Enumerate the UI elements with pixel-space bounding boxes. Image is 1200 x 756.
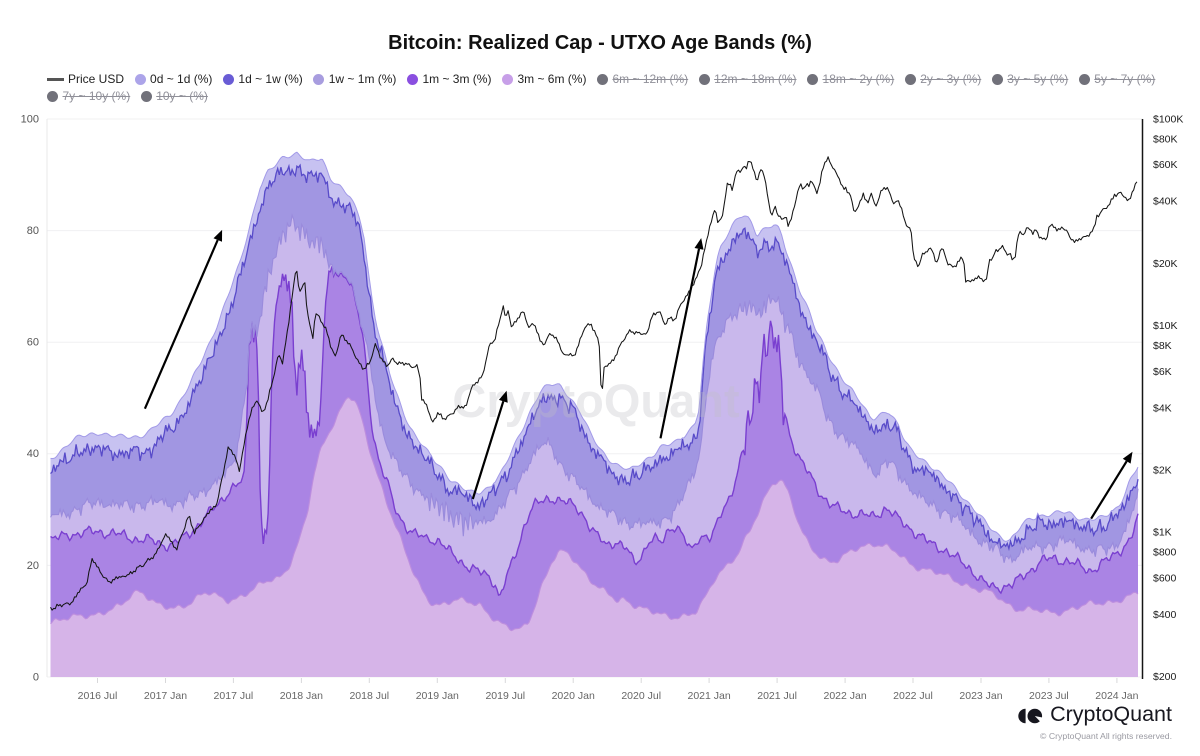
svg-text:2020 Jul: 2020 Jul — [621, 690, 661, 702]
svg-text:$1K: $1K — [1153, 527, 1172, 539]
svg-text:2019 Jan: 2019 Jan — [416, 690, 459, 702]
svg-text:2017 Jan: 2017 Jan — [144, 690, 187, 702]
svg-text:2020 Jan: 2020 Jan — [552, 690, 595, 702]
svg-text:100: 100 — [21, 113, 39, 125]
svg-text:20: 20 — [27, 560, 39, 572]
svg-text:2021 Jul: 2021 Jul — [757, 690, 797, 702]
svg-text:$4K: $4K — [1153, 402, 1172, 414]
svg-text:$8K: $8K — [1153, 340, 1172, 352]
svg-text:2016 Jul: 2016 Jul — [78, 690, 118, 702]
svg-text:2017 Jul: 2017 Jul — [214, 690, 254, 702]
svg-text:$40K: $40K — [1153, 196, 1178, 208]
svg-text:2024 Jan: 2024 Jan — [1095, 690, 1138, 702]
svg-text:2023 Jul: 2023 Jul — [1029, 690, 1069, 702]
svg-text:0: 0 — [33, 671, 39, 683]
svg-text:$200: $200 — [1153, 671, 1177, 683]
svg-text:$10K: $10K — [1153, 320, 1178, 332]
svg-text:2021 Jan: 2021 Jan — [687, 690, 730, 702]
svg-text:$20K: $20K — [1153, 258, 1178, 270]
svg-text:CryptoQuant: CryptoQuant — [452, 374, 740, 427]
svg-text:$800: $800 — [1153, 547, 1177, 559]
svg-text:$2K: $2K — [1153, 464, 1172, 476]
svg-text:40: 40 — [27, 448, 39, 460]
svg-text:$60K: $60K — [1153, 159, 1178, 171]
svg-text:$100K: $100K — [1153, 113, 1183, 125]
svg-text:2022 Jul: 2022 Jul — [893, 690, 933, 702]
svg-text:2023 Jan: 2023 Jan — [959, 690, 1002, 702]
svg-text:60: 60 — [27, 337, 39, 349]
svg-text:2019 Jul: 2019 Jul — [485, 690, 525, 702]
svg-text:80: 80 — [27, 225, 39, 237]
svg-text:2018 Jan: 2018 Jan — [280, 690, 323, 702]
svg-text:2022 Jan: 2022 Jan — [823, 690, 866, 702]
svg-text:$400: $400 — [1153, 609, 1177, 621]
svg-text:$600: $600 — [1153, 573, 1177, 585]
svg-text:$80K: $80K — [1153, 133, 1178, 145]
svg-text:$6K: $6K — [1153, 366, 1172, 378]
svg-text:2018 Jul: 2018 Jul — [349, 690, 389, 702]
